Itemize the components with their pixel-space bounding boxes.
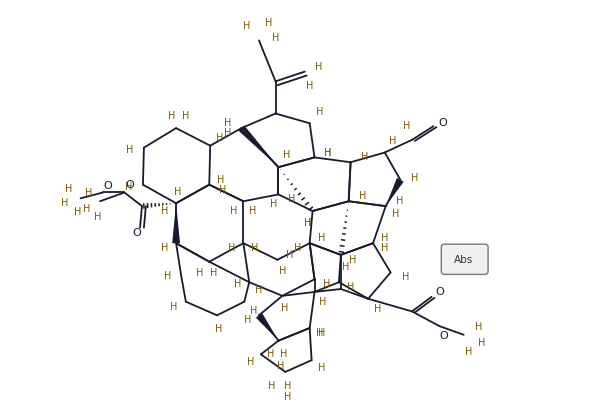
FancyBboxPatch shape — [441, 244, 488, 274]
Text: H: H — [125, 182, 132, 192]
Text: H: H — [304, 218, 311, 228]
Text: O: O — [440, 331, 448, 341]
Text: H: H — [170, 301, 178, 312]
Text: H: H — [347, 282, 354, 292]
Text: H: H — [250, 206, 257, 216]
Text: H: H — [412, 173, 419, 183]
Text: H: H — [228, 243, 235, 253]
Text: H: H — [244, 315, 251, 325]
Text: O: O — [133, 229, 142, 239]
Text: H: H — [234, 279, 241, 289]
Text: H: H — [283, 150, 290, 160]
Text: H: H — [219, 185, 227, 195]
Text: H: H — [230, 206, 237, 216]
Text: O: O — [435, 287, 444, 297]
Text: H: H — [318, 297, 326, 307]
Text: H: H — [255, 285, 263, 295]
Text: H: H — [318, 363, 325, 373]
Text: H: H — [315, 106, 323, 116]
Text: H: H — [315, 328, 323, 338]
Text: H: H — [342, 262, 349, 272]
Text: H: H — [403, 121, 411, 131]
Text: H: H — [283, 380, 291, 391]
Text: H: H — [247, 357, 255, 367]
Text: H: H — [288, 194, 296, 204]
Text: H: H — [267, 349, 275, 359]
Text: H: H — [164, 271, 171, 281]
Text: H: H — [243, 21, 250, 31]
Text: O: O — [439, 118, 448, 128]
Text: H: H — [251, 243, 259, 253]
Text: H: H — [381, 233, 388, 243]
Text: H: H — [401, 272, 409, 283]
Text: H: H — [389, 136, 396, 146]
Text: H: H — [217, 175, 225, 185]
Text: H: H — [323, 279, 330, 289]
Text: H: H — [224, 128, 231, 138]
Text: H: H — [82, 204, 90, 214]
Text: H: H — [465, 347, 472, 357]
Text: O: O — [103, 181, 112, 191]
Text: H: H — [196, 268, 203, 278]
Text: H: H — [211, 268, 218, 278]
Text: O: O — [125, 180, 133, 190]
Polygon shape — [256, 313, 279, 341]
Text: H: H — [174, 187, 181, 197]
Text: H: H — [283, 392, 291, 402]
Text: H: H — [361, 152, 368, 162]
Text: H: H — [280, 303, 288, 313]
Text: H: H — [294, 243, 302, 253]
Text: H: H — [168, 112, 175, 121]
Text: H: H — [61, 198, 69, 208]
Text: H: H — [359, 191, 366, 202]
Text: H: H — [279, 266, 286, 276]
Text: H: H — [216, 133, 224, 143]
Polygon shape — [172, 203, 180, 243]
Text: H: H — [306, 81, 313, 91]
Text: H: H — [324, 147, 332, 158]
Text: H: H — [161, 206, 168, 216]
Text: H: H — [85, 189, 92, 198]
Text: H: H — [224, 118, 231, 128]
Text: H: H — [182, 112, 190, 121]
Text: H: H — [318, 328, 325, 338]
Text: H: H — [268, 380, 275, 391]
Text: H: H — [94, 212, 102, 222]
Text: H: H — [324, 147, 332, 158]
Text: Abs: Abs — [454, 255, 473, 265]
Text: H: H — [65, 184, 72, 193]
Text: H: H — [381, 243, 388, 253]
Text: H: H — [161, 243, 168, 253]
Polygon shape — [238, 125, 279, 167]
Text: H: H — [272, 33, 279, 44]
Text: H: H — [315, 62, 322, 72]
Text: H: H — [477, 338, 485, 348]
Text: H: H — [392, 209, 399, 219]
Text: H: H — [285, 250, 293, 260]
Text: H: H — [318, 233, 325, 243]
Text: H: H — [215, 324, 223, 334]
Text: H: H — [270, 199, 278, 209]
Text: H: H — [474, 322, 482, 332]
Text: H: H — [126, 145, 133, 155]
Text: H: H — [349, 255, 356, 265]
Text: H: H — [304, 218, 311, 228]
Text: H: H — [280, 349, 287, 359]
Text: H: H — [277, 361, 284, 371]
Text: H: H — [250, 306, 258, 316]
Text: H: H — [74, 207, 81, 217]
Text: H: H — [374, 303, 382, 314]
Text: H: H — [265, 18, 272, 28]
Polygon shape — [385, 178, 404, 206]
Text: H: H — [396, 196, 403, 206]
